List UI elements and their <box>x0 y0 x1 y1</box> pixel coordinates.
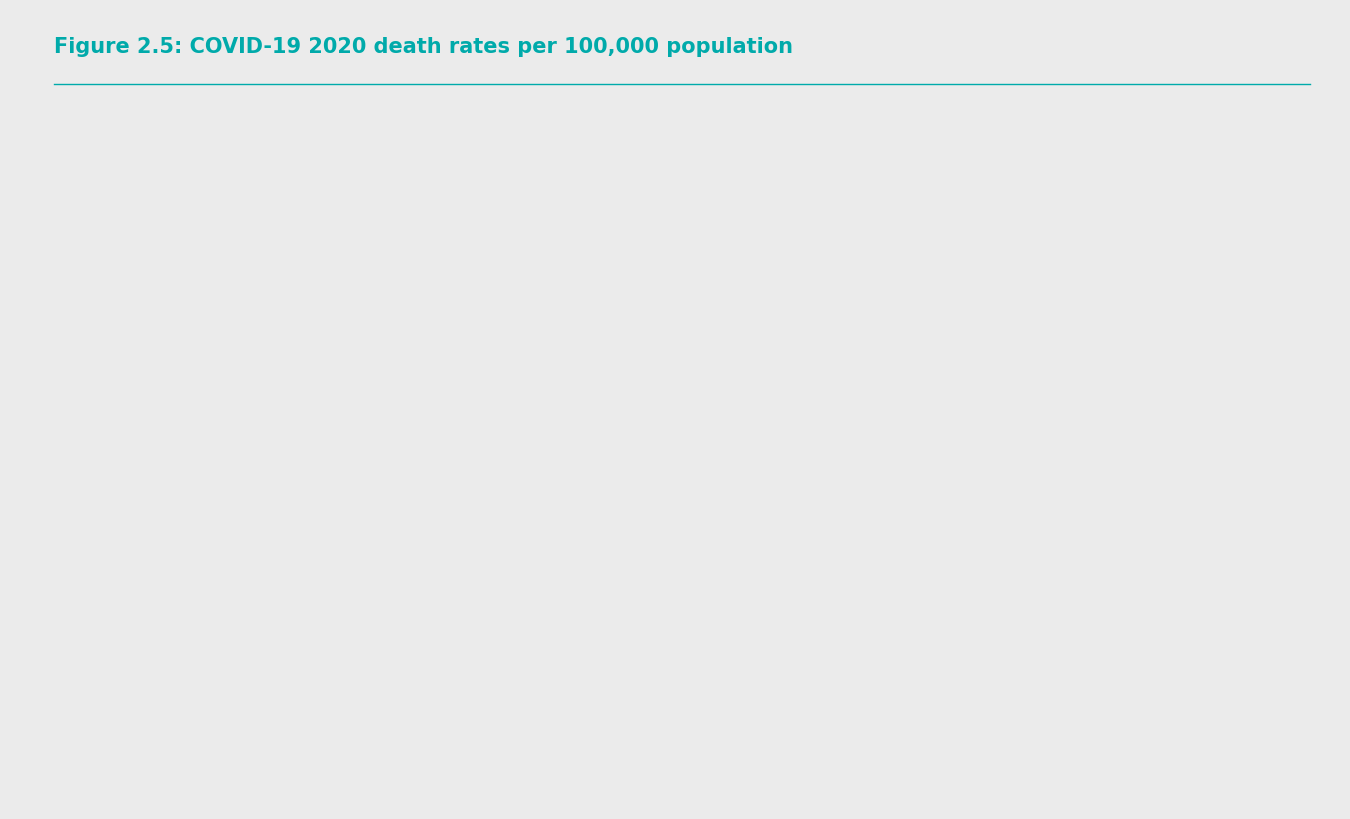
Text: Figure 2.5: COVID-19 2020 death rates per 100,000 population: Figure 2.5: COVID-19 2020 death rates pe… <box>54 37 792 57</box>
